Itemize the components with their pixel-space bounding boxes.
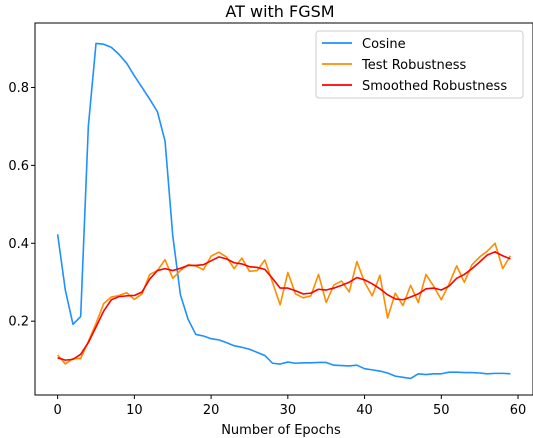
series-layer: [56, 42, 512, 380]
y-tick-label: 0.8: [8, 81, 29, 96]
x-tick-label: 20: [203, 403, 220, 418]
legend-label-smoothed-robustness: Smoothed Robustness: [362, 79, 507, 94]
plot-frame: [34, 22, 533, 396]
x-axis-ticks: 0 10 20 30 40 50 60: [53, 395, 526, 418]
series-line-test-robustness: [57, 242, 512, 365]
y-tick-label: 0.4: [8, 237, 29, 252]
x-tick-label: 40: [356, 403, 373, 418]
x-tick-label: 60: [510, 403, 527, 418]
legend-box: [315, 30, 524, 99]
x-tick-label: 10: [126, 403, 143, 418]
chart-title: AT with FGSM: [225, 2, 334, 21]
legend-label-cosine: Cosine: [362, 37, 406, 52]
legend: Cosine Test Robustness Smoothed Robustness: [315, 30, 524, 99]
x-tick-label: 30: [280, 403, 297, 418]
legend-label-test-robustness: Test Robustness: [361, 58, 467, 73]
y-tick-label: 0.6: [8, 159, 29, 174]
series-line-cosine: [56, 42, 511, 380]
x-tick-label: 50: [433, 403, 450, 418]
y-tick-label: 0.2: [8, 315, 29, 330]
y-axis-ticks: 0.2 0.4 0.6 0.8: [8, 81, 35, 330]
x-axis-label: Number of Epochs: [221, 423, 341, 438]
series-line-smoothed-robustness: [57, 251, 511, 361]
x-tick-label: 0: [53, 403, 61, 418]
